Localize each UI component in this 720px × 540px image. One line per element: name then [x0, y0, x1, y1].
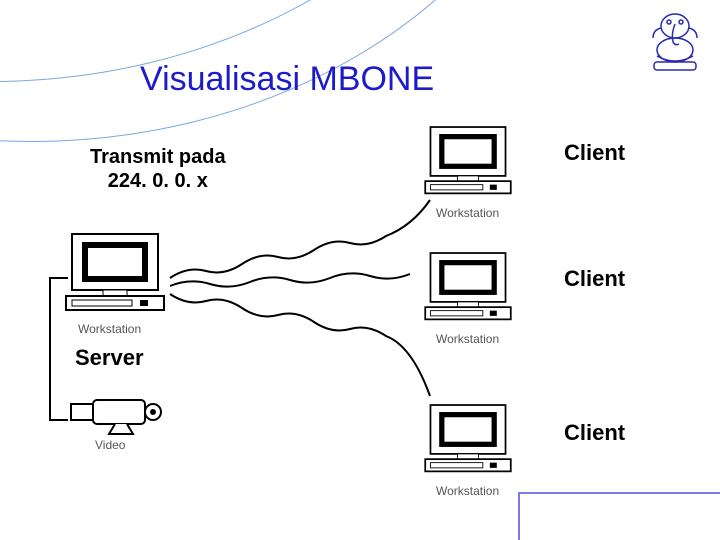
slide: Visualisasi MBONE Transmit pada 224. 0. …	[0, 0, 720, 540]
multicast-links-icon	[0, 0, 720, 540]
footer-corner-box	[518, 492, 720, 540]
